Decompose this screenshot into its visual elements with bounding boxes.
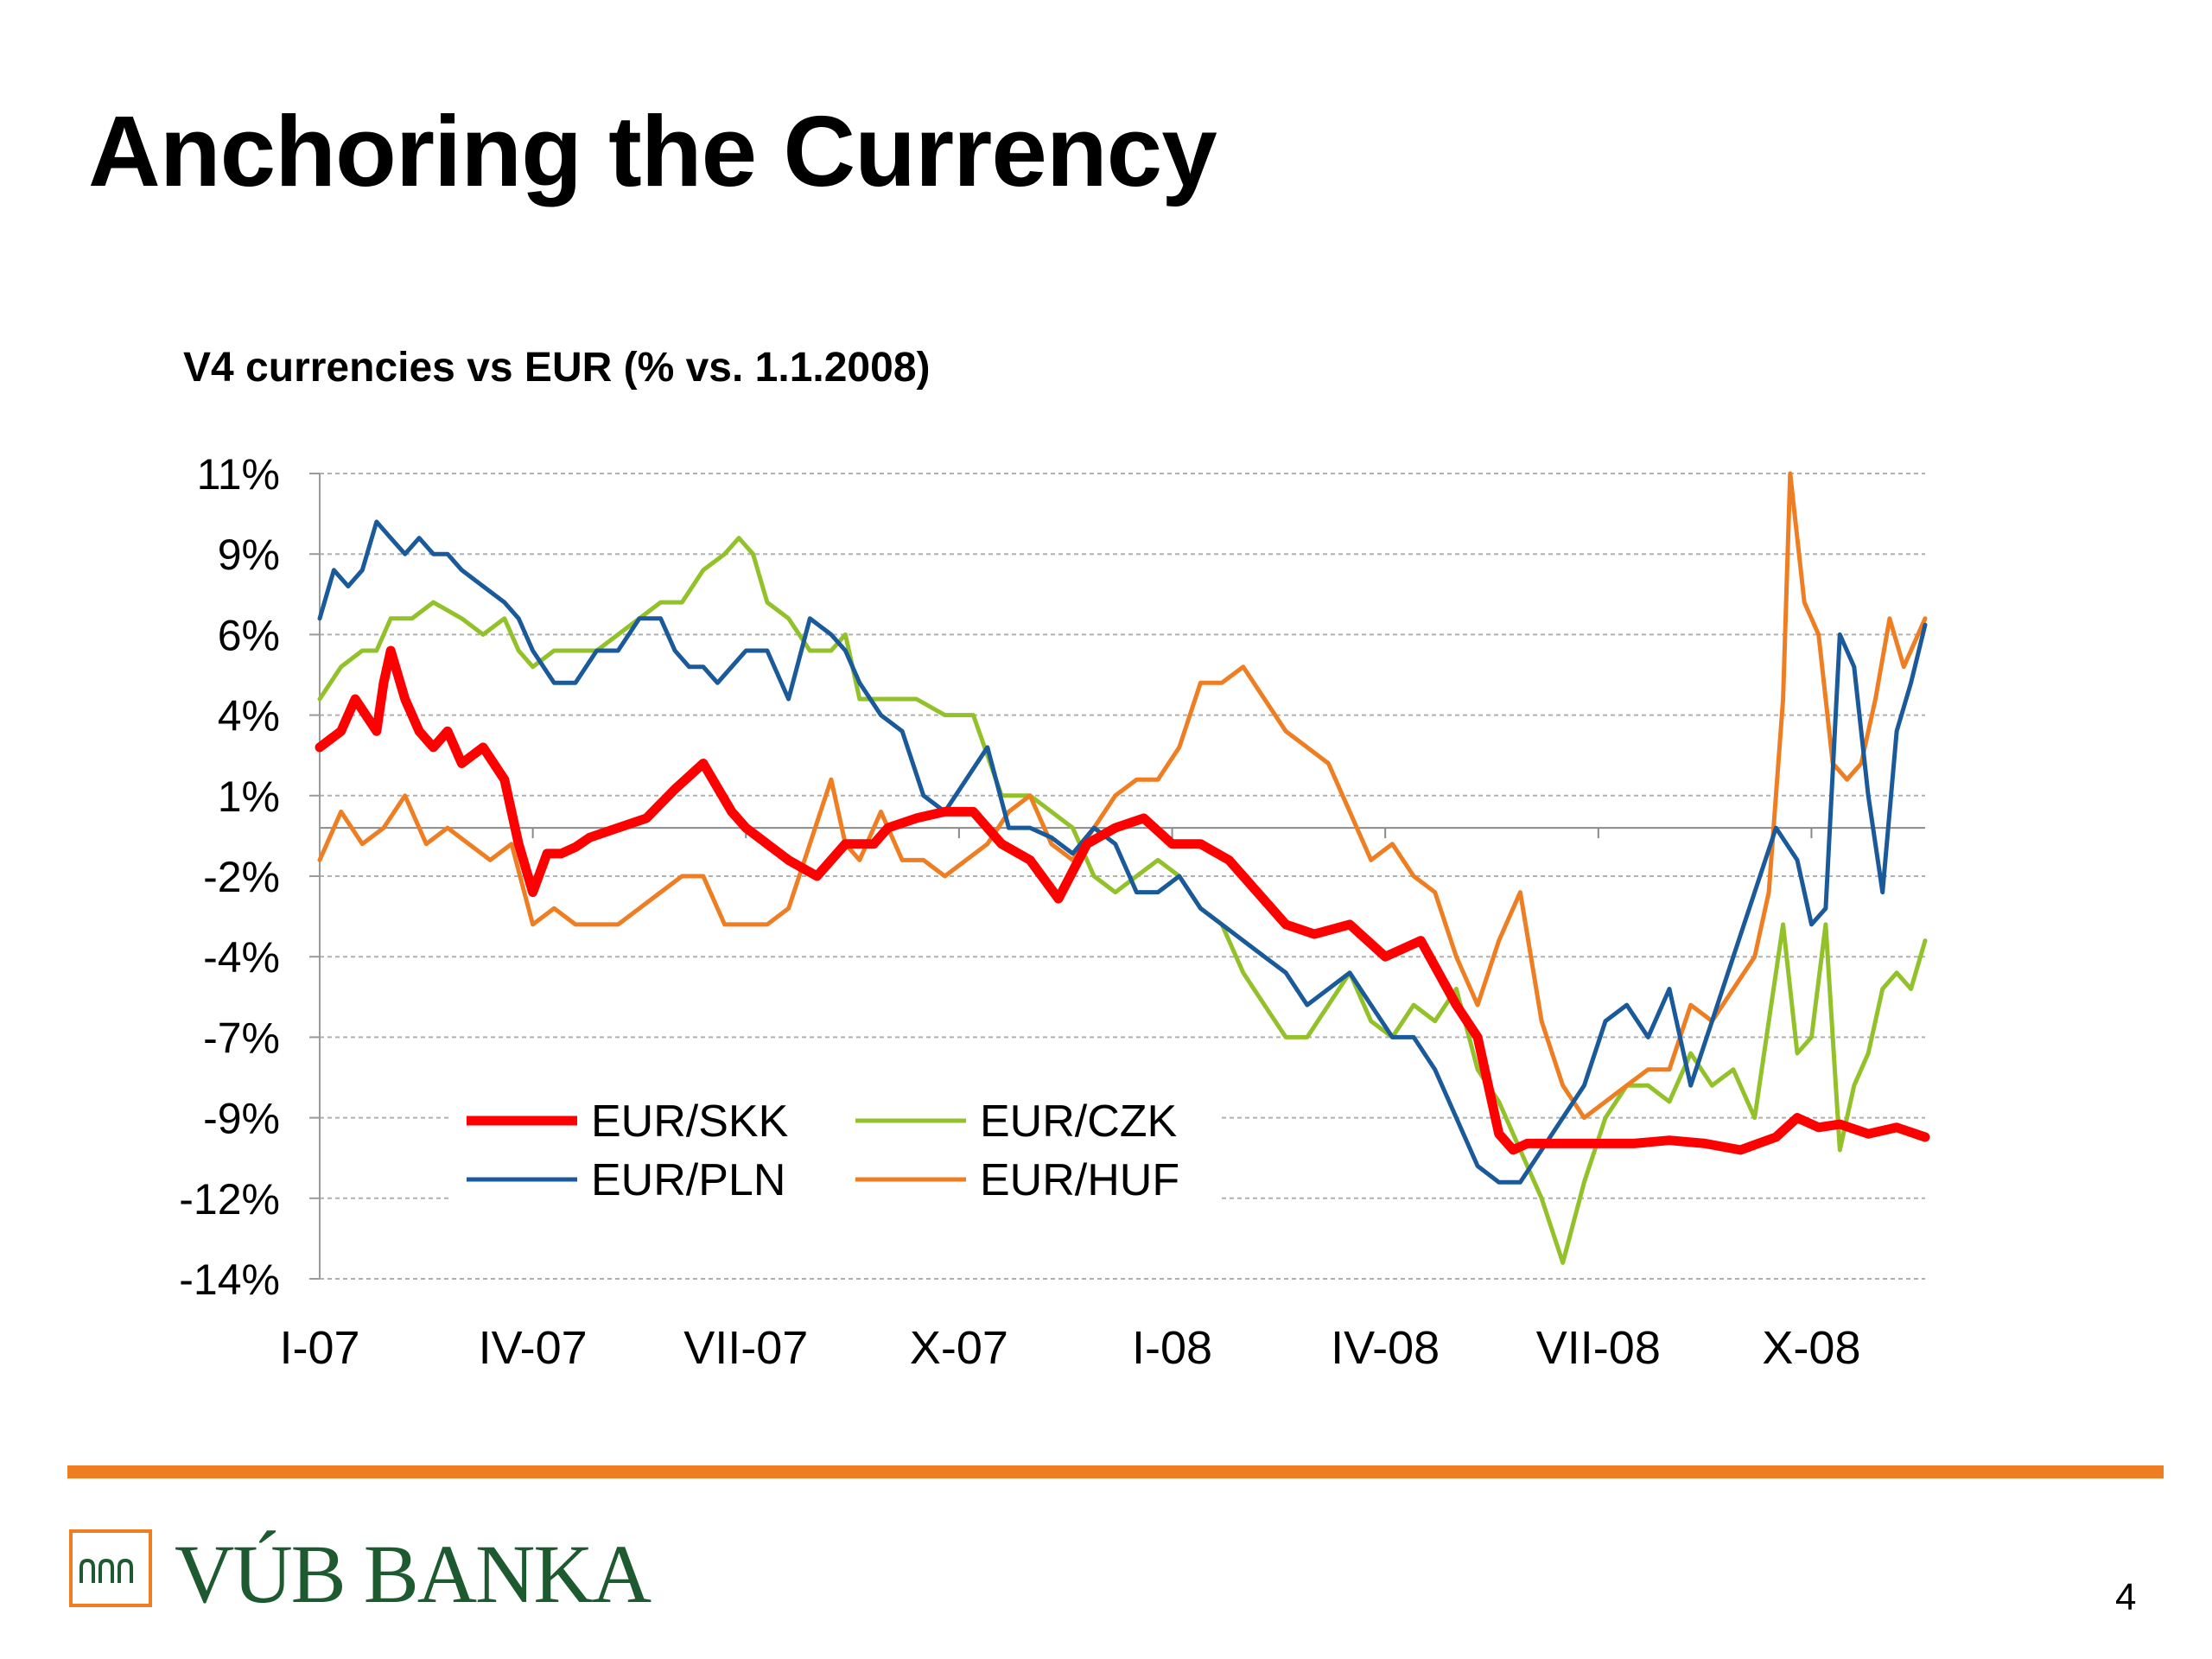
y-tick-label: 11% [197, 450, 280, 499]
x-tick-labels: I-07 IV-07 VII-07 X-07 I-08 IV-08 VII-08 X-08 [279, 1322, 1860, 1374]
legend-label-huf: EUR/HUF [980, 1155, 1179, 1205]
y-tick-label: -9% [203, 1095, 280, 1143]
x-tick-label: I-08 [1132, 1322, 1212, 1374]
legend: EUR/SKK EUR/PLN EUR/CZK EUR/HUF [449, 1087, 1218, 1217]
x-tick-label: X-08 [1762, 1322, 1860, 1374]
x-tick-label: IV-07 [479, 1322, 588, 1374]
x-tick-label: VII-08 [1536, 1322, 1661, 1374]
y-tick-label: -12% [179, 1175, 280, 1224]
y-tick-label: -14% [179, 1255, 280, 1304]
y-tick-label: 9% [218, 531, 280, 579]
y-tick-label: -4% [203, 933, 280, 982]
legend-label-czk: EUR/CZK [980, 1096, 1178, 1147]
y-tick-label: 4% [218, 692, 280, 741]
y-tick-label: 1% [218, 772, 280, 821]
legend-label-skk: EUR/SKK [591, 1096, 789, 1147]
footer-divider [67, 1465, 2164, 1478]
y-tick-label: 6% [218, 611, 280, 659]
series-lines [315, 471, 1930, 1265]
vub-logo-icon [69, 1529, 152, 1607]
series-line-eur-pln [317, 519, 1928, 1185]
series-line-eur-huf [317, 471, 1928, 1121]
legend-background [449, 1087, 1218, 1217]
chart-title: V4 currencies vs EUR (% vs. 1.1.2008) [183, 345, 931, 391]
x-tick-label: X-07 [910, 1322, 1008, 1374]
page-number: 4 [2115, 1576, 2137, 1618]
x-tick-label: IV-08 [1331, 1322, 1440, 1374]
y-tick-labels: 11% 9% 6% 4% 1% -2% -4% -7% -9% -12% -14% [179, 450, 280, 1304]
legend-label-pln: EUR/PLN [591, 1155, 785, 1205]
y-tick-label: -2% [203, 853, 280, 901]
y-tick-label: -7% [203, 1014, 280, 1062]
x-tick-label: I-07 [279, 1322, 359, 1374]
series-line-eur-skk [315, 645, 1930, 1155]
series-line-eur-czk [317, 536, 1928, 1265]
x-tick-label: VII-07 [683, 1322, 808, 1374]
slide-title: Anchoring the Currency [88, 95, 1217, 207]
vub-banka-logo-text: VÚB BANKA [175, 1528, 652, 1620]
